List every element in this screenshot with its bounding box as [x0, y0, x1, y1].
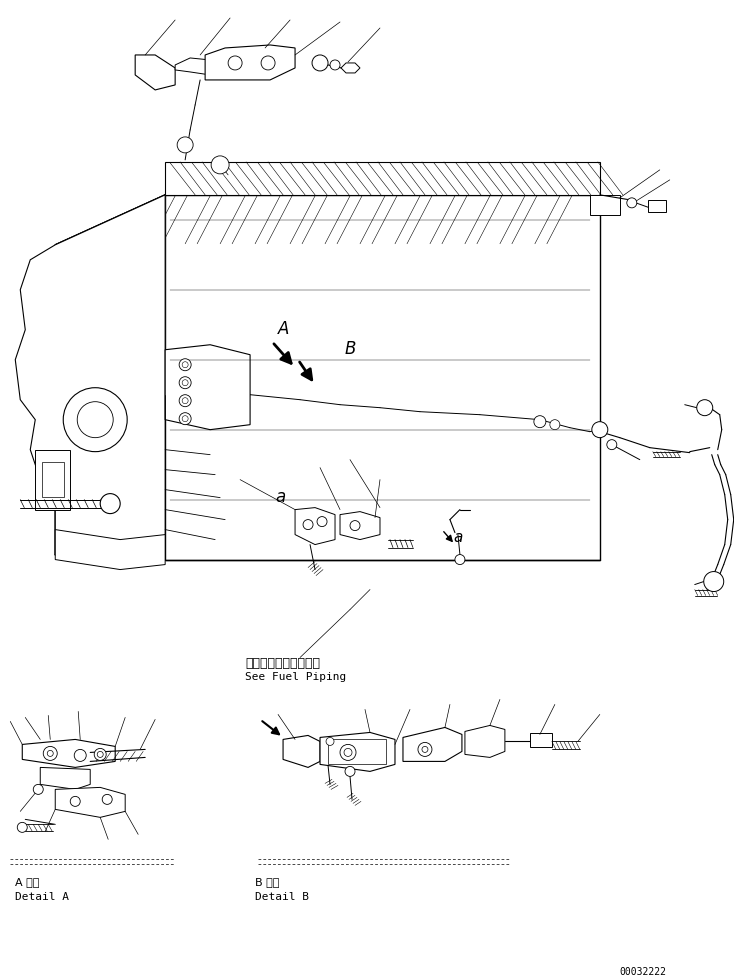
Polygon shape — [165, 162, 600, 195]
Circle shape — [77, 402, 113, 438]
Bar — [35, 450, 70, 510]
Circle shape — [326, 737, 334, 746]
Text: Detail B: Detail B — [255, 893, 309, 903]
Circle shape — [47, 751, 54, 757]
Polygon shape — [15, 195, 165, 560]
Circle shape — [312, 55, 328, 71]
Circle shape — [101, 494, 120, 514]
Polygon shape — [205, 45, 295, 80]
Circle shape — [627, 198, 637, 208]
Polygon shape — [403, 727, 462, 761]
Circle shape — [70, 797, 80, 807]
Polygon shape — [135, 55, 175, 90]
Circle shape — [33, 784, 43, 795]
Circle shape — [63, 388, 127, 452]
Polygon shape — [283, 735, 320, 767]
Circle shape — [330, 60, 340, 70]
Circle shape — [182, 398, 188, 404]
Circle shape — [97, 752, 103, 758]
Circle shape — [592, 421, 608, 438]
Circle shape — [182, 416, 188, 421]
Circle shape — [261, 56, 275, 70]
Bar — [648, 200, 666, 212]
Text: B 詳細: B 詳細 — [255, 877, 280, 887]
Circle shape — [179, 359, 191, 370]
Bar — [43, 462, 65, 497]
Polygon shape — [320, 732, 395, 771]
Circle shape — [350, 520, 360, 530]
Circle shape — [697, 400, 713, 416]
Bar — [590, 195, 619, 215]
Polygon shape — [465, 725, 505, 758]
Circle shape — [179, 376, 191, 389]
Circle shape — [18, 822, 27, 832]
Polygon shape — [22, 740, 115, 767]
Circle shape — [422, 747, 428, 753]
Polygon shape — [295, 508, 335, 545]
Circle shape — [94, 749, 106, 760]
Text: B: B — [345, 340, 357, 358]
Polygon shape — [165, 195, 600, 560]
Text: A 詳細: A 詳細 — [15, 877, 40, 887]
Polygon shape — [55, 787, 126, 817]
Text: a: a — [275, 488, 286, 506]
Circle shape — [182, 362, 188, 368]
Polygon shape — [175, 58, 215, 74]
Circle shape — [74, 750, 86, 761]
Circle shape — [317, 516, 327, 526]
Text: 00032222: 00032222 — [619, 967, 666, 977]
Circle shape — [179, 395, 191, 407]
Polygon shape — [55, 195, 165, 560]
Polygon shape — [341, 63, 360, 73]
Circle shape — [534, 416, 546, 427]
Text: Detail A: Detail A — [15, 893, 69, 903]
Text: a: a — [453, 529, 462, 545]
Circle shape — [607, 440, 617, 450]
Text: See Fuel Piping: See Fuel Piping — [245, 672, 346, 682]
Circle shape — [228, 56, 242, 70]
Circle shape — [102, 795, 112, 805]
Polygon shape — [165, 345, 250, 429]
Circle shape — [344, 749, 352, 757]
Text: フェルバイピング参照: フェルバイピング参照 — [245, 658, 320, 670]
Polygon shape — [340, 512, 380, 540]
Circle shape — [340, 745, 356, 760]
Circle shape — [182, 379, 188, 386]
Text: A: A — [278, 319, 289, 338]
Circle shape — [211, 156, 229, 173]
Circle shape — [345, 766, 355, 776]
Circle shape — [550, 419, 560, 429]
Polygon shape — [55, 195, 600, 245]
Circle shape — [303, 519, 313, 529]
Bar — [530, 733, 552, 748]
Circle shape — [177, 137, 193, 153]
Circle shape — [179, 413, 191, 424]
Circle shape — [43, 747, 57, 760]
Circle shape — [418, 743, 432, 757]
Polygon shape — [55, 529, 165, 569]
Bar — [328, 740, 386, 764]
Circle shape — [704, 571, 724, 592]
Circle shape — [455, 555, 465, 564]
Polygon shape — [40, 767, 90, 789]
